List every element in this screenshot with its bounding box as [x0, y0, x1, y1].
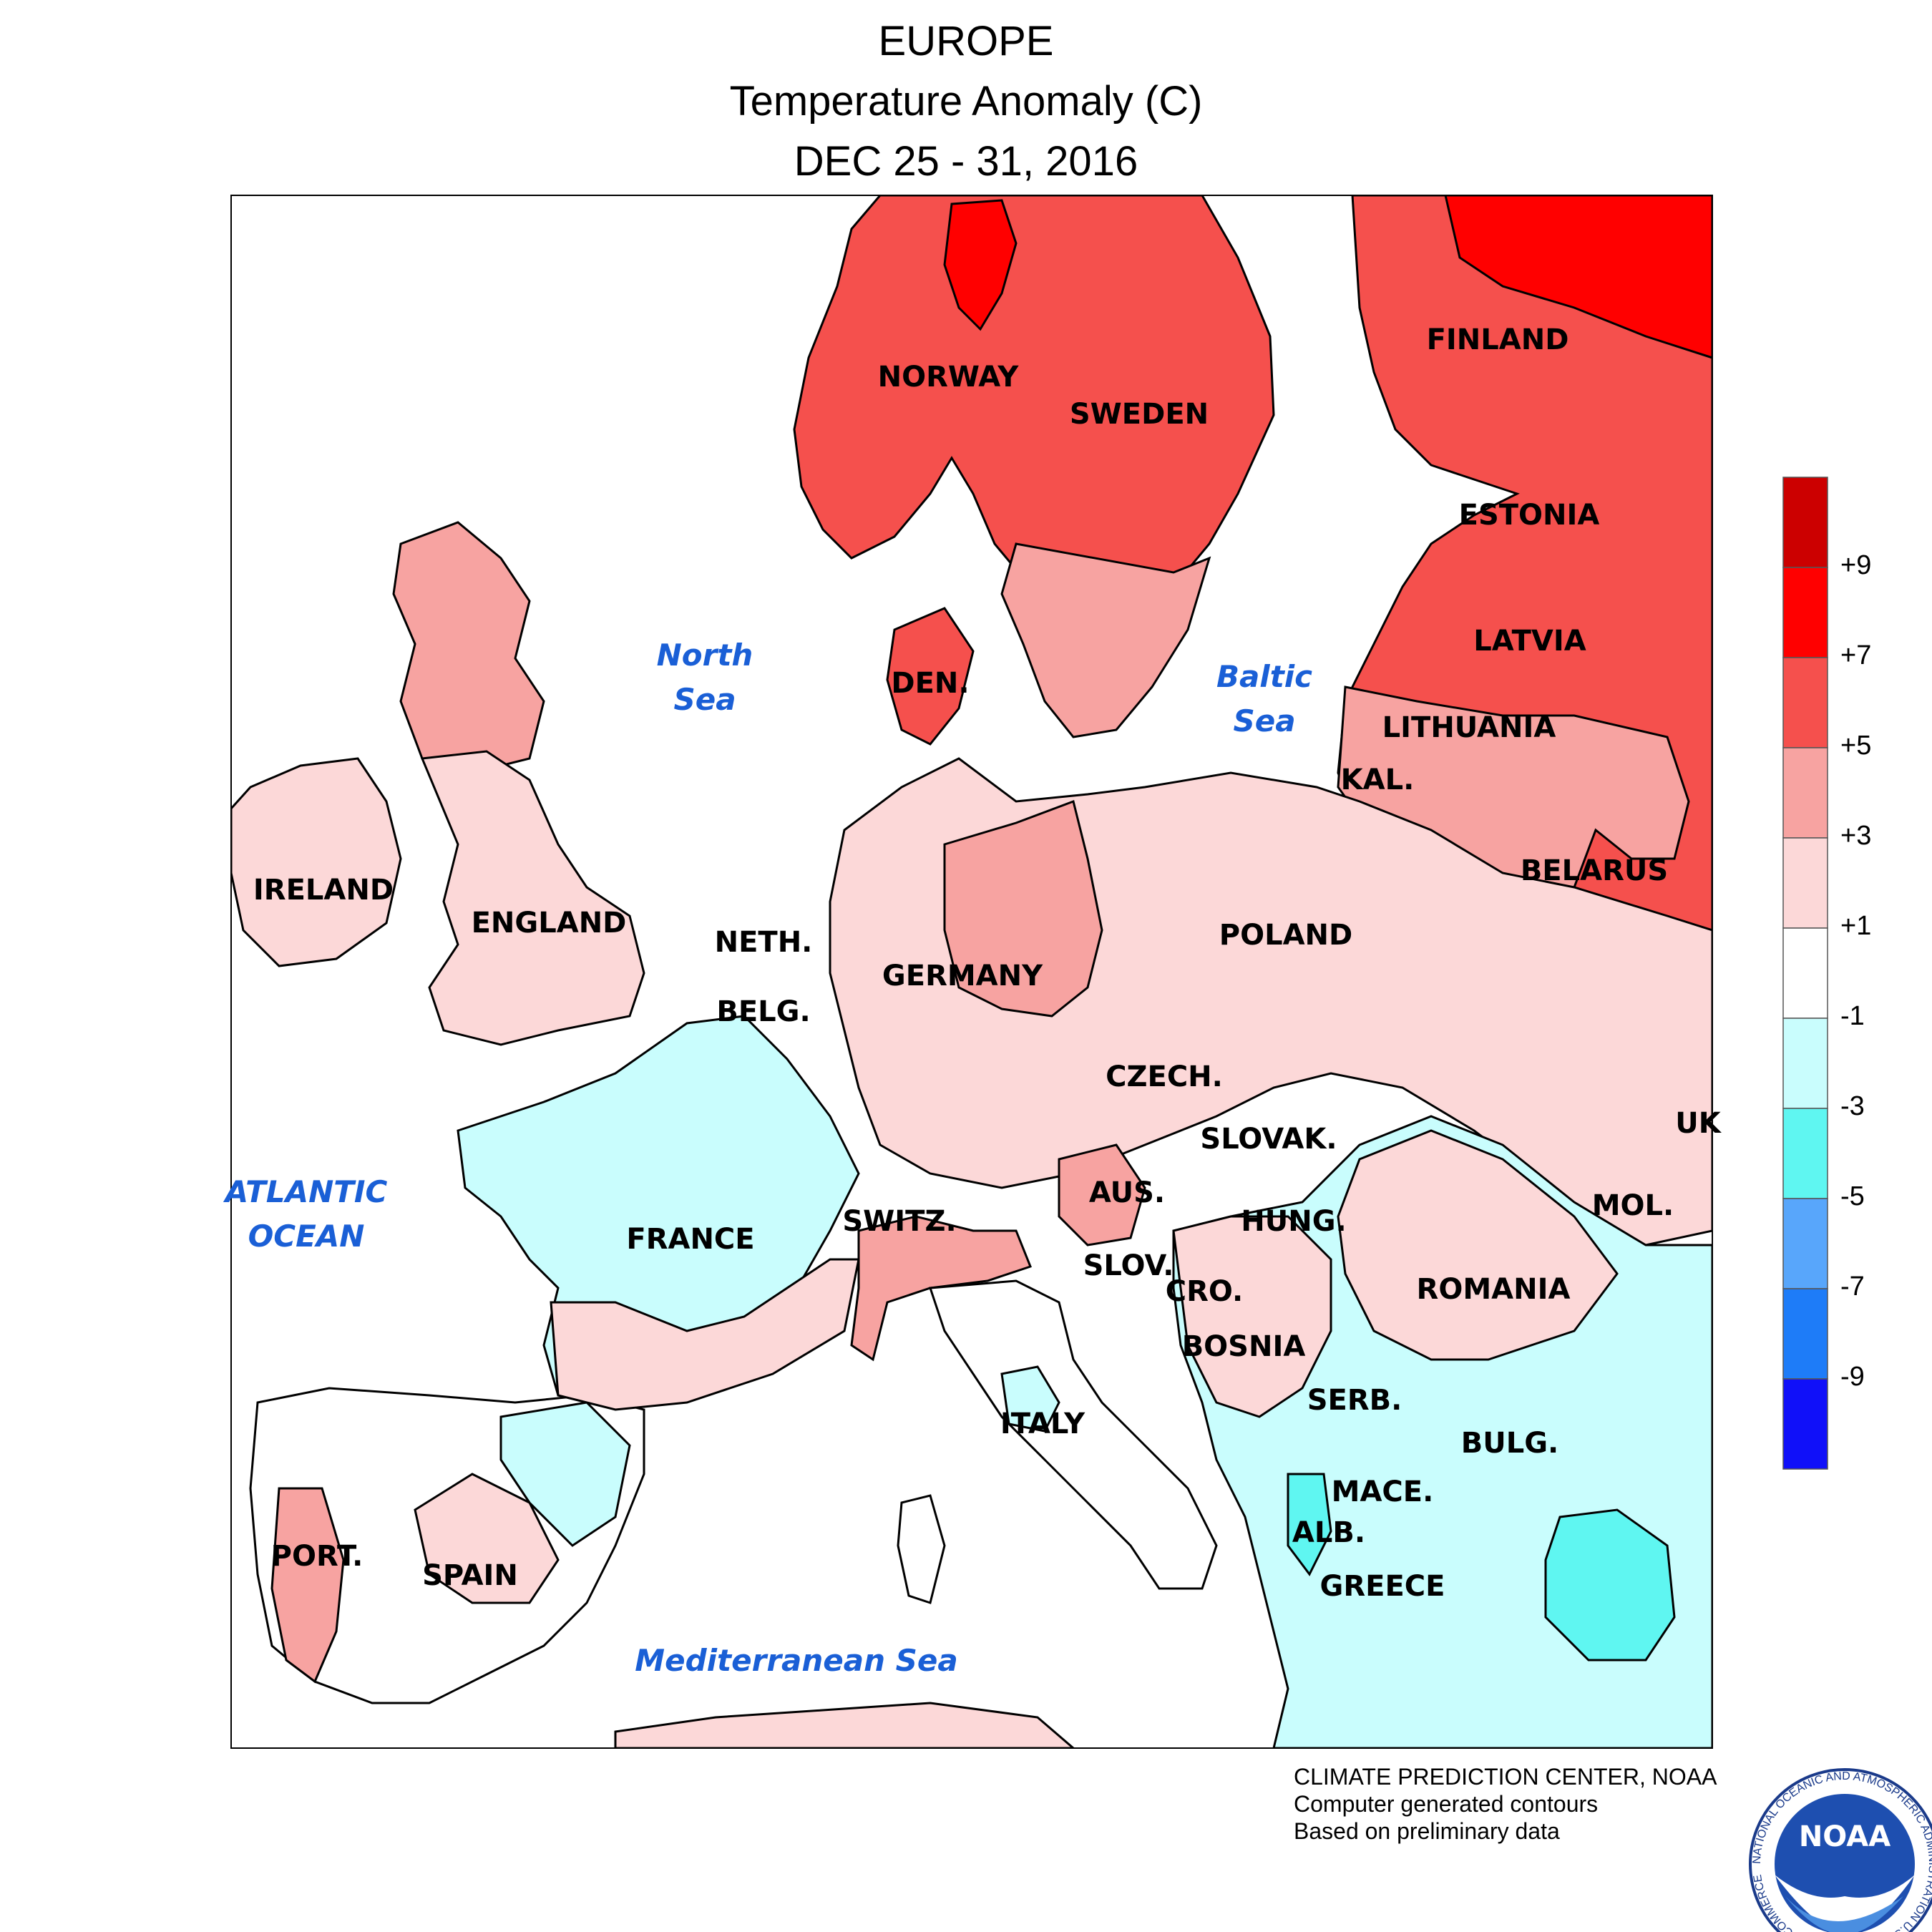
label-serb: SERB.	[1307, 1384, 1402, 1417]
label-alb: ALB.	[1292, 1516, 1365, 1549]
zone-finland-north	[1444, 195, 1712, 359]
label-atlantic-1: ATLANTIC	[223, 1174, 388, 1209]
label-belg: BELG.	[716, 995, 810, 1028]
zone-portugal	[270, 1487, 345, 1684]
label-baltic-sea-2: Sea	[1233, 703, 1295, 738]
zone-italy-cool	[1000, 1365, 1060, 1433]
legend-swatch	[1782, 657, 1828, 748]
legend-tick-label: +1	[1840, 911, 1872, 941]
noaa-logo: NATIONAL OCEANIC AND ATMOSPHERIC ADMINIS…	[1749, 1768, 1932, 1932]
legend-tick-label: -9	[1840, 1362, 1865, 1392]
label-czech: CZECH.	[1106, 1060, 1223, 1093]
legend-color-bar	[1782, 477, 1828, 1470]
land-italy	[928, 1279, 1218, 1590]
legend-swatch	[1782, 837, 1828, 929]
label-spain: SPAIN	[422, 1559, 518, 1592]
label-north-sea-1: North	[657, 638, 753, 673]
zone-south-sweden	[1000, 542, 1211, 738]
legend-tick-label: +7	[1840, 640, 1872, 670]
zone-western-balkans	[1172, 1215, 1332, 1418]
label-slovak: SLOVAK.	[1200, 1123, 1337, 1156]
legend-tick-label: +5	[1840, 731, 1872, 761]
legend-swatch	[1782, 1198, 1828, 1289]
zone-spain-pink	[414, 1473, 560, 1604]
label-greece: GREECE	[1320, 1570, 1445, 1603]
legend-swatch	[1782, 1378, 1828, 1470]
legend-swatch	[1782, 1108, 1828, 1199]
legend-tick-label: -5	[1840, 1181, 1865, 1211]
label-aus: AUS.	[1089, 1176, 1165, 1209]
legend-tick-label: +9	[1840, 550, 1872, 580]
credit-line-3: Based on preliminary data	[1294, 1818, 1560, 1844]
label-bulg: BULG.	[1461, 1427, 1558, 1460]
label-cro: CRO.	[1166, 1275, 1243, 1308]
map-frame	[230, 195, 1713, 1749]
label-france: FRANCE	[626, 1223, 754, 1256]
legend-swatch	[1782, 1018, 1828, 1109]
label-england: ENGLAND	[472, 907, 627, 940]
legend-tick-label: -7	[1840, 1272, 1865, 1302]
zone-albania	[1287, 1473, 1332, 1576]
label-north-sea-2: Sea	[673, 682, 736, 717]
label-lithuania: LITHUANIA	[1382, 711, 1556, 744]
label-den: DEN.	[891, 667, 969, 700]
label-ireland: IRELAND	[253, 874, 394, 907]
label-sweden: SWEDEN	[1070, 398, 1209, 431]
zone-spain-cool	[499, 1401, 631, 1547]
label-port: PORT.	[271, 1540, 364, 1573]
label-neth: NETH.	[715, 926, 813, 959]
label-uk: UK	[1675, 1107, 1722, 1140]
zone-aegean	[1544, 1508, 1676, 1662]
land-scotland	[392, 521, 545, 774]
label-mace: MACE.	[1332, 1475, 1434, 1508]
map-body	[231, 195, 1712, 1748]
title-variable: Temperature Anomaly (C)	[729, 78, 1203, 125]
legend-tick-label: -3	[1840, 1091, 1865, 1121]
zone-east-germany	[943, 800, 1103, 1018]
credit-line-1: CLIMATE PREDICTION CENTER, NOAA	[1294, 1764, 1717, 1790]
label-mediterranean: Mediterranean Sea	[635, 1643, 957, 1678]
zone-norway-core	[943, 199, 1018, 331]
land-denmark	[886, 607, 975, 746]
label-baltic-sea-1: Baltic	[1216, 659, 1312, 694]
logo-text: NOAA	[1799, 1820, 1890, 1853]
label-italy: ITALY	[1000, 1407, 1085, 1440]
label-finland: FINLAND	[1427, 323, 1569, 356]
label-norway: NORWAY	[878, 361, 1020, 394]
label-atlantic-2: OCEAN	[248, 1219, 365, 1254]
label-germany: GERMANY	[882, 960, 1043, 992]
legend-tick-label: +3	[1840, 821, 1872, 851]
label-romania: ROMANIA	[1417, 1273, 1571, 1306]
label-belarus: BELARUS	[1521, 854, 1668, 887]
land-ireland	[231, 757, 402, 967]
label-bosnia: BOSNIA	[1182, 1330, 1306, 1363]
label-latvia: LATVIA	[1473, 625, 1586, 658]
legend-swatch	[1782, 1288, 1828, 1380]
zone-romania	[1337, 1129, 1619, 1361]
legend-swatch	[1782, 747, 1828, 839]
title-region: EUROPE	[878, 18, 1054, 64]
legend-swatch	[1782, 927, 1828, 1019]
land-corsica-sardinia	[897, 1494, 946, 1604]
legend-tick-label: -1	[1840, 1001, 1865, 1031]
label-poland: POLAND	[1219, 919, 1352, 952]
land-norway-sweden	[793, 195, 1275, 610]
legend-swatch	[1782, 477, 1828, 568]
title-dates: DEC 25 - 31, 2016	[794, 138, 1138, 185]
label-hung: HUNG.	[1241, 1205, 1346, 1238]
land-england	[420, 750, 645, 1046]
label-mol: MOL.	[1592, 1189, 1674, 1222]
label-slov: SLOV.	[1083, 1249, 1174, 1282]
zone-alps	[850, 1215, 1032, 1362]
label-kal: KAL.	[1341, 763, 1415, 796]
label-switz: SWITZ.	[842, 1205, 956, 1238]
land-north-africa	[614, 1702, 1075, 1748]
legend-swatch	[1782, 567, 1828, 658]
credit-line-2: Computer generated contours	[1294, 1791, 1599, 1817]
zone-austria	[1058, 1143, 1146, 1246]
label-estonia: ESTONIA	[1459, 499, 1600, 532]
